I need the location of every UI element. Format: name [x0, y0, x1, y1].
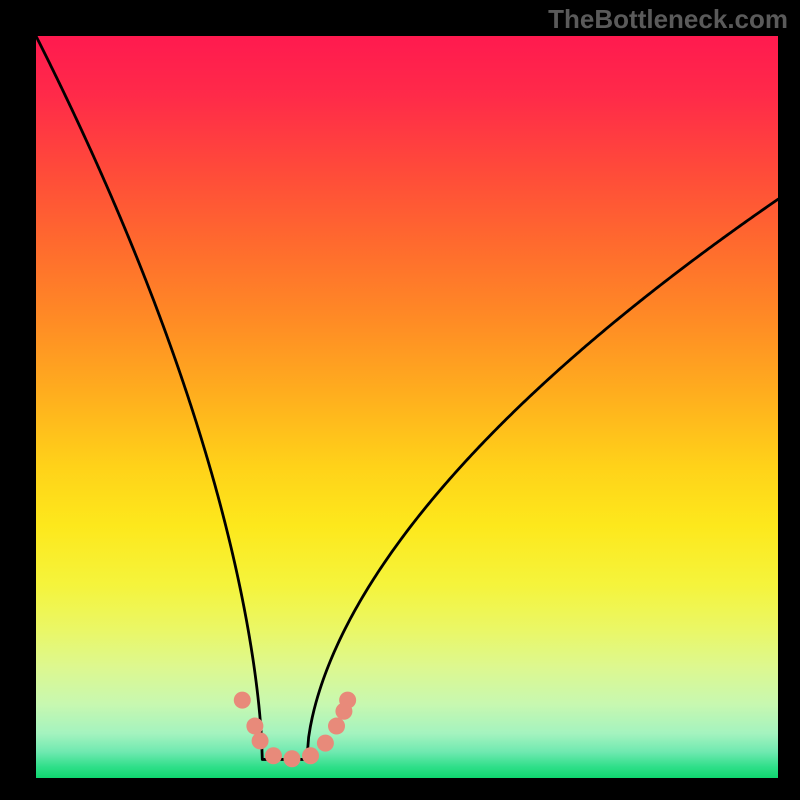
gradient-background — [36, 36, 778, 778]
plot-area — [36, 36, 778, 778]
chart-frame: TheBottleneck.com — [0, 0, 800, 800]
watermark-text: TheBottleneck.com — [548, 4, 788, 35]
